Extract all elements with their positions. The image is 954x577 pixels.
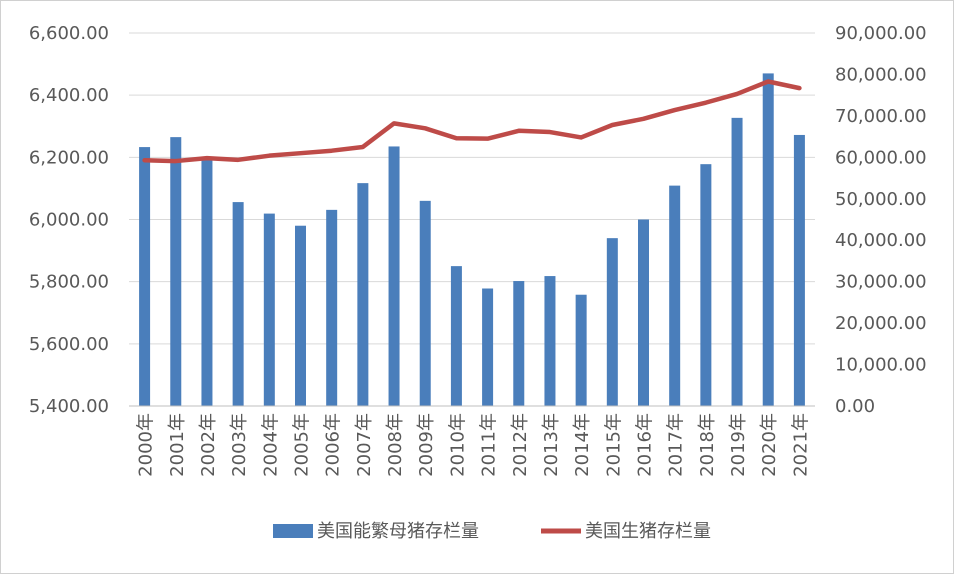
bar: [357, 183, 369, 406]
bar: [450, 266, 462, 406]
x-tick-label: 2015年: [603, 413, 624, 477]
bar: [606, 238, 618, 406]
bar: [731, 117, 743, 407]
right-tick-label: 30,000.00: [835, 272, 927, 293]
x-tick-label: 2021年: [790, 413, 811, 477]
left-tick-label: 6,000.00: [29, 210, 109, 231]
bar: [326, 209, 338, 406]
legend: 美国能繁母猪存栏量 美国生猪存栏量: [273, 521, 711, 542]
x-tick-label: 2004年: [260, 413, 281, 477]
bar: [700, 164, 712, 406]
x-tick-label: 2019年: [728, 413, 749, 477]
x-tick-label: 2000年: [136, 413, 157, 477]
x-tick-label: 2006年: [323, 413, 344, 477]
line-series: [142, 79, 802, 164]
bar: [232, 202, 244, 406]
right-tick-label: 0.00: [835, 396, 875, 417]
left-tick-label: 5,800.00: [29, 272, 109, 293]
bar: [793, 134, 805, 406]
x-tick-label: 2013年: [541, 413, 562, 477]
bar: [139, 147, 151, 406]
x-tick-label: 2016年: [635, 413, 656, 477]
right-tick-label: 40,000.00: [835, 230, 927, 251]
x-tick-label: 2014年: [572, 413, 593, 477]
bar: [170, 137, 182, 407]
x-axis: 2000年 2001年 2002年 2003年 2004年 2005年 2006年 2007年…: [129, 405, 815, 477]
right-tick-label: 80,000.00: [835, 64, 927, 85]
bar: [638, 219, 649, 406]
bar: [544, 276, 556, 406]
bar: [263, 213, 275, 406]
x-tick-label: 2012年: [510, 413, 531, 477]
right-tick-label: 70,000.00: [835, 106, 927, 127]
bar: [482, 288, 494, 406]
bar: [419, 200, 431, 406]
x-tick-label: 2020年: [759, 413, 780, 477]
x-tick-label: 2017年: [666, 413, 687, 477]
x-tick-label: 2003年: [229, 413, 250, 477]
legend-label-bar: 美国能繁母猪存栏量: [317, 521, 479, 542]
left-tick-label: 5,600.00: [29, 334, 109, 355]
left-tick-label: 6,200.00: [29, 147, 109, 168]
bar: [201, 158, 213, 406]
bar: [575, 294, 587, 406]
bar: [295, 225, 306, 406]
right-tick-label: 90,000.00: [835, 23, 927, 44]
x-tick-label: 2007年: [354, 413, 375, 477]
x-tick-label: 2008年: [385, 413, 406, 477]
right-axis: 0.00 10,000.00 20,000.00 30,000.00 40,000.00…: [835, 23, 927, 417]
left-axis: 5,400.00 5,600.00 5,800.00 6,000.00 6,200.00…: [29, 23, 109, 417]
x-tick-label: 2001年: [167, 413, 188, 477]
legend-label-line: 美国生猪存栏量: [585, 521, 711, 542]
legend-swatch-bar: [273, 524, 313, 538]
x-tick-label: 2002年: [198, 413, 219, 477]
left-tick-label: 5,400.00: [29, 396, 109, 417]
right-tick-label: 20,000.00: [835, 313, 927, 334]
bar-series: [139, 73, 805, 407]
bar: [513, 281, 525, 406]
right-tick-label: 60,000.00: [835, 147, 927, 168]
gridlines: [129, 32, 815, 345]
right-tick-label: 50,000.00: [835, 189, 927, 210]
x-tick-label: 2011年: [479, 413, 500, 477]
bar: [669, 185, 681, 406]
x-tick-label: 2005年: [292, 413, 313, 477]
right-tick-label: 10,000.00: [835, 355, 927, 376]
x-tick-label: 2009年: [416, 413, 437, 477]
x-tick-label: 2018年: [697, 413, 718, 477]
x-tick-label: 2010年: [447, 413, 468, 477]
left-tick-label: 6,600.00: [29, 23, 109, 44]
bar: [388, 146, 400, 406]
line-path: [142, 79, 802, 164]
bar: [762, 73, 774, 407]
left-tick-label: 6,400.00: [29, 85, 109, 106]
